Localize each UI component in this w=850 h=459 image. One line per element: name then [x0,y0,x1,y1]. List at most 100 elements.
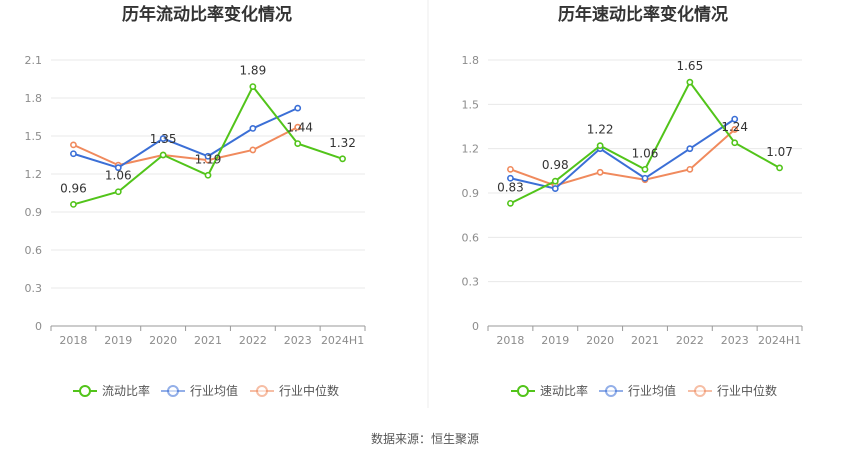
data-point[interactable] [507,165,514,173]
series-line-1 [73,84,343,206]
x-tick-label: 2019 [541,334,569,347]
series-line-2 [73,107,299,169]
data-point[interactable] [686,145,694,153]
data-point[interactable] [249,83,257,90]
data-point[interactable] [596,142,604,150]
data-label: 1.32 [329,136,356,150]
y-tick-label: 0.6 [462,231,480,244]
y-tick-label: 1.8 [462,54,480,67]
y-tick-label: 0.9 [462,187,480,200]
y-tick-label: 1.5 [25,130,43,143]
data-point[interactable] [114,188,122,196]
legend-item[interactable]: 行业均值 [161,383,238,398]
legend-label: 行业中位数 [717,383,777,398]
y-tick-label: 1.2 [462,143,480,156]
data-label: 0.83 [497,180,524,194]
data-label: 0.96 [60,181,87,195]
data-point[interactable] [70,141,77,149]
legend-marker [79,385,91,397]
series-line-1 [509,80,781,205]
legend-item[interactable]: 行业均值 [599,383,676,398]
chart-panel-1: 历年流动比率变化情况 0 0.3 0.6 0.9 1.2 1.5 1.8 2.1 2018 2019… [25,4,366,398]
x-tick-label: 2018 [496,334,524,347]
data-point[interactable] [776,164,783,172]
y-tick-label: 0.3 [25,282,43,295]
data-point[interactable] [551,177,559,185]
data-source-note: 数据来源：恒生聚源 [370,432,479,446]
x-tick-label: 2023 [721,334,749,347]
x-tick-label: 2022 [676,334,704,347]
chart-title: 历年流动比率变化情况 [122,4,292,25]
data-point[interactable] [731,139,739,147]
x-tick-label: 2020 [149,334,177,347]
data-point[interactable] [686,78,694,86]
legend-label: 行业均值 [190,383,238,398]
y-tick-label: 0.6 [25,244,43,257]
data-point[interactable] [641,174,649,182]
legend-label: 行业均值 [628,383,676,398]
x-tick-label: 2021 [631,334,659,347]
legend-item[interactable]: 行业中位数 [688,383,777,398]
legend-item[interactable]: 速动比率 [511,383,588,398]
x-tick-label: 2018 [59,334,87,347]
y-tick-label: 1.5 [462,98,480,111]
data-point[interactable] [686,165,694,173]
data-label: 1.89 [239,64,266,78]
x-tick-label: 2019 [104,334,132,347]
data-point[interactable] [294,140,302,147]
data-point[interactable] [249,146,257,154]
legend-item[interactable]: 流动比率 [73,383,150,398]
y-tick-label: 1.8 [25,92,43,105]
data-point[interactable] [731,115,739,123]
y-tick-label: 2.1 [25,54,43,67]
data-point[interactable] [249,124,257,132]
data-point[interactable] [70,200,77,208]
data-label: 1.19 [195,152,222,166]
data-point[interactable] [731,126,739,133]
data-point[interactable] [507,174,514,182]
legend-marker [694,385,706,397]
legend-label: 速动比率 [540,383,588,398]
data-point[interactable] [641,165,649,173]
data-point[interactable] [339,155,346,163]
data-label: 1.44 [286,121,313,135]
data-label: 1.24 [721,120,748,134]
data-label: 1.06 [105,169,132,183]
y-tick-label: 0.3 [462,276,480,289]
data-point[interactable] [204,171,212,179]
x-tick-label: 2021 [194,334,222,347]
y-tick-label: 0 [472,320,479,333]
data-point[interactable] [70,150,77,158]
data-point[interactable] [596,168,604,176]
x-tick-label: 2024H1 [321,334,364,347]
data-label: 1.22 [587,123,614,137]
data-label: 1.07 [766,145,793,159]
legend-marker [256,385,268,397]
data-label: 1.35 [150,132,177,146]
data-point[interactable] [294,104,302,112]
data-point[interactable] [294,123,302,131]
chart-panel-2: 历年速动比率变化情况 0 0.3 0.6 0.9 1.2 1.5 1.8 2018 2019 202… [462,4,803,398]
x-tick-label: 2020 [586,334,614,347]
chart-title: 历年速动比率变化情况 [558,4,728,25]
y-tick-label: 0.9 [25,206,43,219]
data-point[interactable] [159,135,167,142]
data-point[interactable] [507,199,514,207]
legend-item[interactable]: 行业中位数 [250,383,339,398]
data-point[interactable] [114,164,122,172]
legend-marker [605,385,617,397]
data-point[interactable] [204,152,212,160]
y-tick-label: 1.2 [25,168,43,181]
series-line-2 [510,118,736,190]
series-line-3 [510,128,736,187]
data-label: 1.65 [676,59,703,73]
x-tick-label: 2023 [284,334,312,347]
x-tick-label: 2024H1 [758,334,801,347]
data-point[interactable] [551,185,559,192]
x-tick-label: 2022 [239,334,267,347]
legend-label: 行业中位数 [279,383,339,398]
legend-marker [167,385,179,397]
legend-marker [517,385,529,397]
data-point[interactable] [159,151,167,159]
